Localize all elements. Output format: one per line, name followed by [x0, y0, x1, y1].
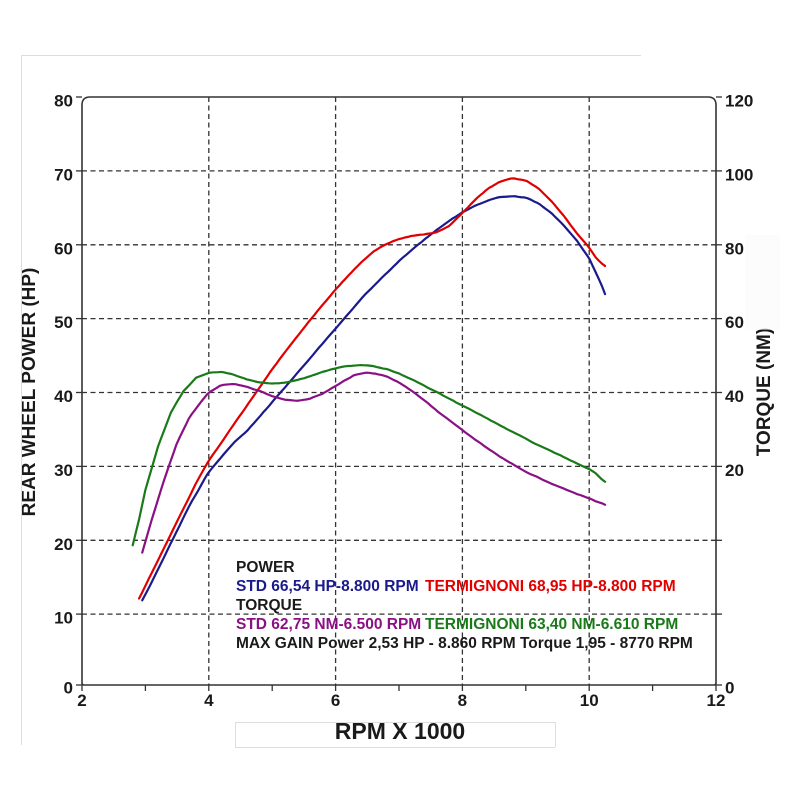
svg-text:TORQUE (NM): TORQUE (NM) — [754, 328, 775, 456]
svg-text:8: 8 — [458, 691, 467, 710]
svg-text:120: 120 — [725, 91, 753, 110]
svg-text:10: 10 — [54, 609, 73, 628]
svg-text:20: 20 — [725, 461, 744, 480]
svg-text:50: 50 — [54, 313, 73, 332]
svg-text:100: 100 — [725, 165, 753, 184]
svg-text:80: 80 — [725, 239, 744, 258]
svg-text:30: 30 — [54, 461, 73, 480]
svg-text:STD 62,75 NM-6.500 RPM: STD 62,75 NM-6.500 RPM — [236, 616, 421, 633]
svg-text:0: 0 — [64, 678, 73, 697]
svg-text:10: 10 — [580, 691, 599, 710]
svg-text:TERMIGNONI 63,40 NM-6.610 RPM: TERMIGNONI 63,40 NM-6.610 RPM — [425, 616, 678, 633]
svg-text:MAX GAIN Power 2,53 HP - 8.860: MAX GAIN Power 2,53 HP - 8.860 RPM Torqu… — [236, 635, 693, 652]
svg-text:TORQUE: TORQUE — [236, 597, 302, 614]
svg-text:6: 6 — [331, 691, 340, 710]
svg-text:70: 70 — [54, 165, 73, 184]
svg-text:0: 0 — [725, 678, 734, 697]
svg-text:REAR WHEEL POWER (HP): REAR WHEEL POWER (HP) — [19, 268, 40, 517]
svg-text:STD 66,54 HP-8.800 RPM: STD 66,54 HP-8.800 RPM — [236, 578, 419, 595]
svg-text:60: 60 — [54, 239, 73, 258]
svg-text:40: 40 — [54, 387, 73, 406]
svg-text:TERMIGNONI 68,95 HP-8.800 RPM: TERMIGNONI 68,95 HP-8.800 RPM — [425, 578, 676, 595]
svg-text:12: 12 — [707, 691, 726, 710]
svg-text:2: 2 — [77, 691, 86, 710]
svg-text:20: 20 — [54, 535, 73, 554]
svg-text:POWER: POWER — [236, 559, 295, 576]
svg-text:4: 4 — [204, 691, 214, 710]
svg-text:80: 80 — [54, 91, 73, 110]
svg-text:40: 40 — [725, 387, 744, 406]
svg-text:60: 60 — [725, 313, 744, 332]
